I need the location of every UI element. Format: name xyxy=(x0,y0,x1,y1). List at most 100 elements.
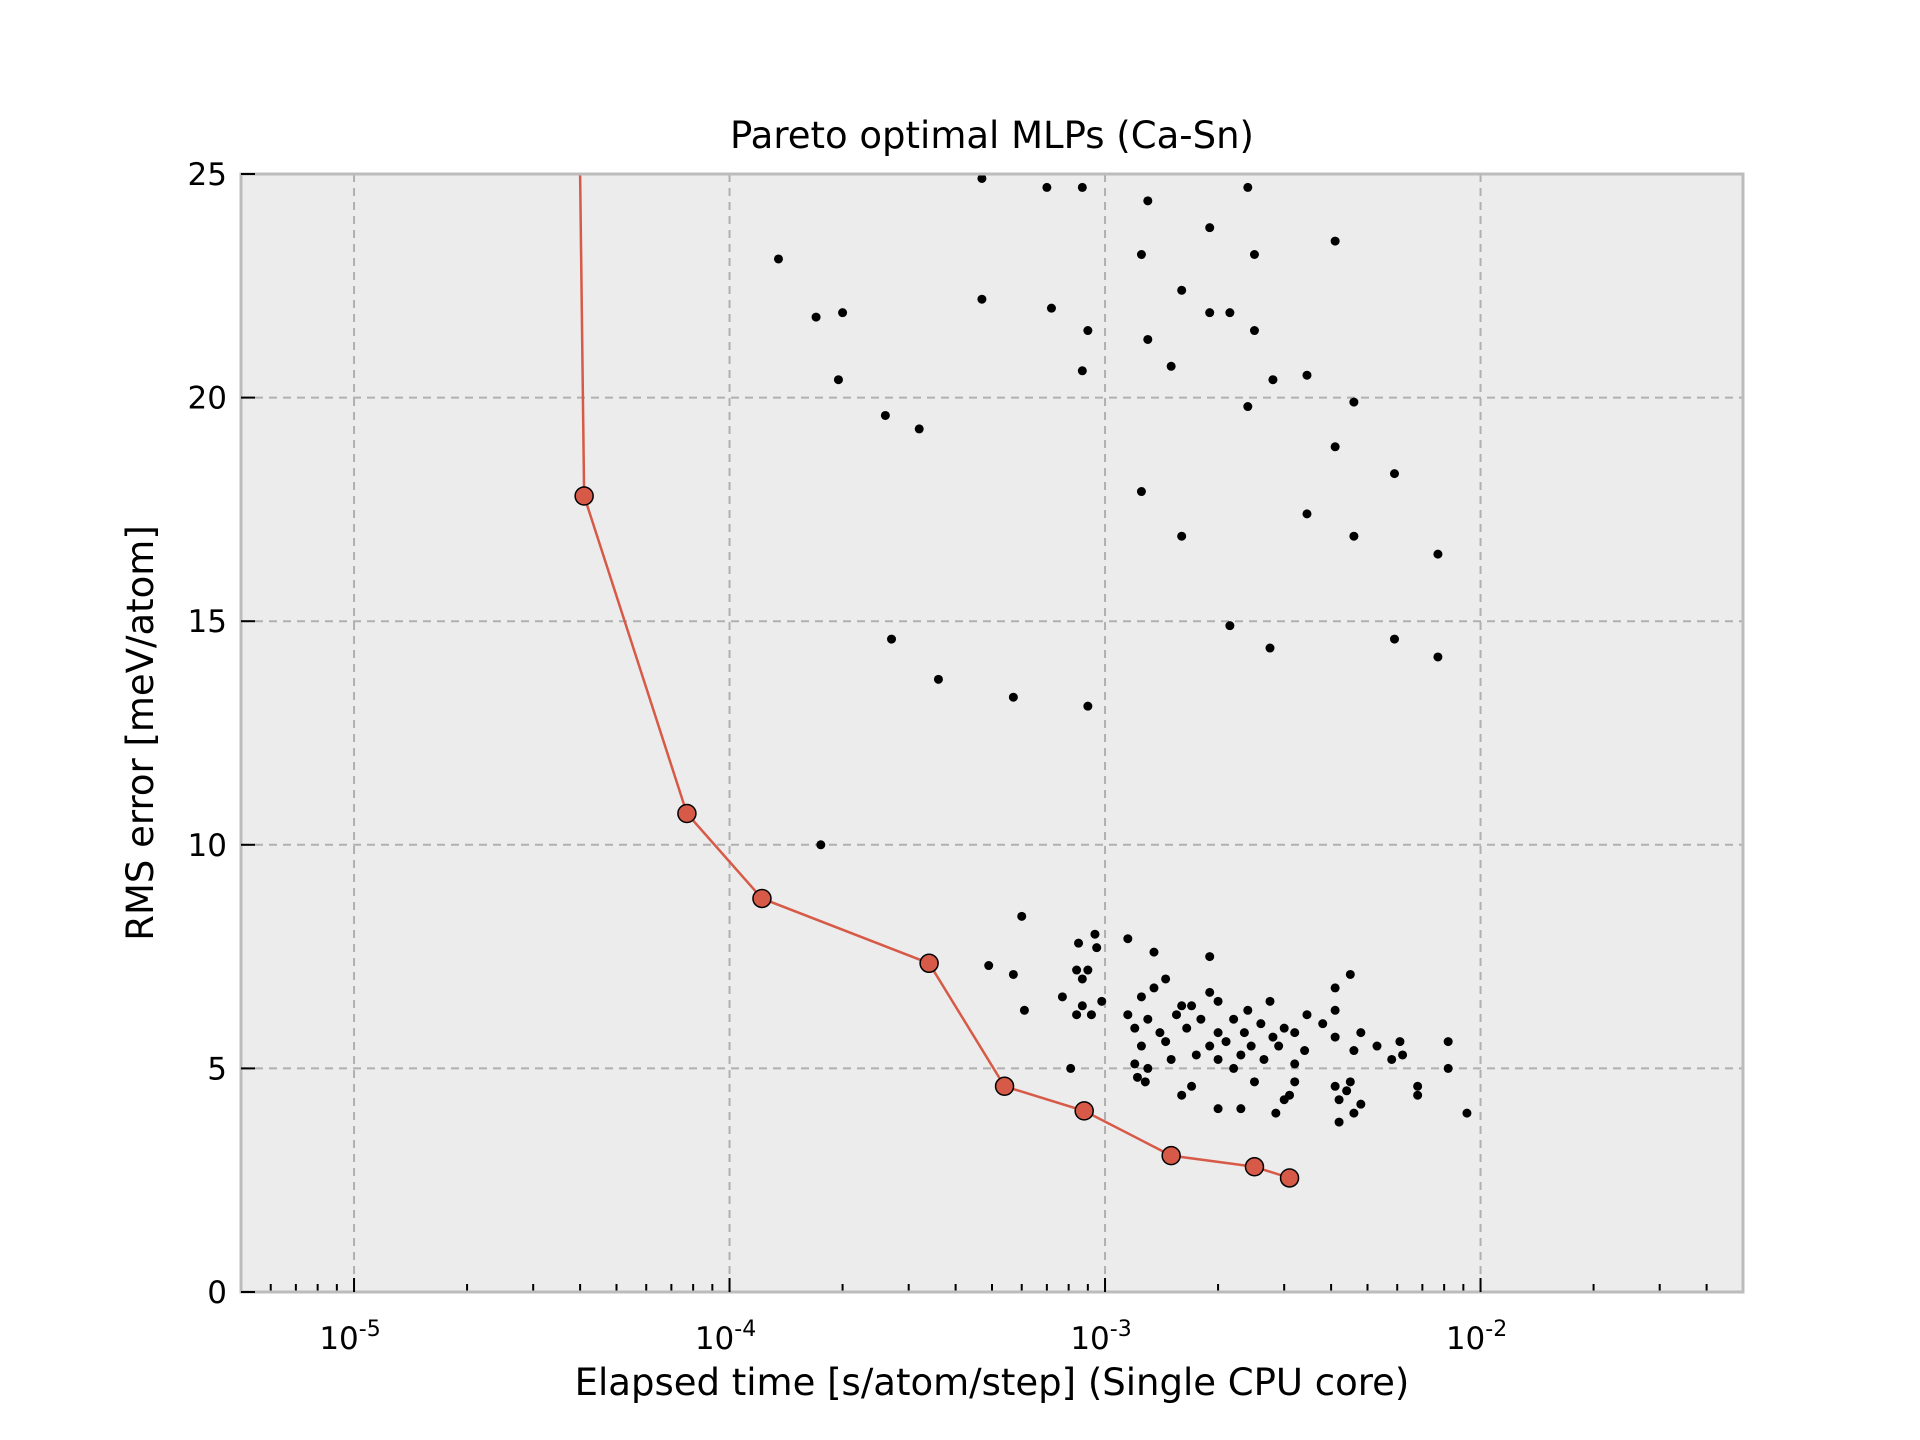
scatter-point xyxy=(1349,1046,1359,1056)
scatter-point xyxy=(1345,969,1355,979)
x-axis-label: Elapsed time [s/atom/step] (Single CPU c… xyxy=(575,1361,1410,1404)
scatter-point xyxy=(1356,1028,1366,1038)
scatter-point xyxy=(1274,1041,1284,1051)
scatter-point xyxy=(1349,531,1359,541)
scatter-point xyxy=(1161,1037,1171,1047)
x-tick-label: 10-5 xyxy=(319,1317,380,1357)
scatter-point xyxy=(1271,1108,1281,1118)
scatter-point xyxy=(1239,1028,1249,1038)
pareto-point xyxy=(994,1076,1015,1097)
scatter-point xyxy=(1443,1063,1453,1073)
scatter-point xyxy=(1136,992,1146,1002)
scatter-point xyxy=(1143,1014,1153,1024)
y-tick-label: 20 xyxy=(188,381,227,417)
scatter-point xyxy=(1330,442,1340,452)
scatter-point xyxy=(1213,1104,1223,1114)
scatter-point xyxy=(1090,929,1100,939)
grid-lines xyxy=(241,174,1743,1292)
x-tick-exponent: -3 xyxy=(1110,1317,1132,1342)
scatter-point xyxy=(1265,643,1275,653)
scatter-point xyxy=(1083,701,1093,711)
scatter-point xyxy=(1149,983,1159,993)
scatter-point xyxy=(1330,1005,1340,1015)
scatter-point xyxy=(1290,1028,1300,1038)
scatter-point xyxy=(1205,223,1215,233)
scatter-point xyxy=(933,674,943,684)
scatter-point xyxy=(1318,1019,1328,1029)
scatter-point xyxy=(1074,938,1084,948)
scatter-point xyxy=(1398,1050,1408,1060)
pareto-point xyxy=(1244,1157,1265,1177)
y-axis-label: RMS error [meV/atom] xyxy=(119,525,162,941)
scatter-point xyxy=(977,294,987,304)
x-tick-label: 10-4 xyxy=(695,1317,756,1357)
scatter-point xyxy=(1205,308,1215,318)
scatter-point xyxy=(1042,182,1052,192)
y-tick-label: 15 xyxy=(188,604,227,640)
scatter-point xyxy=(1136,487,1146,497)
scatter-point xyxy=(1123,1010,1133,1020)
scatter-point xyxy=(1395,1037,1405,1047)
scatter-point xyxy=(833,375,843,385)
scatter-point xyxy=(1259,1054,1269,1064)
scatter-point xyxy=(1213,1028,1223,1038)
scatter-point xyxy=(1196,1014,1206,1024)
y-tick-label: 25 xyxy=(188,157,227,193)
scatter-point xyxy=(1177,531,1187,541)
scatter-point xyxy=(1243,182,1253,192)
scatter-point xyxy=(1136,249,1146,259)
scatter-point xyxy=(1249,1077,1259,1087)
scatter-point xyxy=(1072,965,1082,975)
chart-title: Pareto optimal MLPs (Ca-Sn) xyxy=(730,114,1254,157)
y-tick-labels: 0 5 10 15 20 25 xyxy=(188,157,255,1311)
x-tick-exponent: -4 xyxy=(734,1317,756,1342)
scatter-point xyxy=(1132,1072,1142,1082)
scatter-point xyxy=(880,410,890,420)
plot-frame xyxy=(239,172,1745,1294)
scatter-point xyxy=(1389,634,1399,644)
scatter-point xyxy=(1302,1010,1312,1020)
scatter-point xyxy=(1249,326,1259,336)
scatter-point xyxy=(1330,983,1340,993)
scatter-point xyxy=(1143,334,1153,344)
scatter-point xyxy=(984,961,994,971)
scatter-point xyxy=(1177,285,1187,295)
x-tick-label: 10-2 xyxy=(1446,1317,1507,1357)
scatter-point xyxy=(1249,249,1259,259)
scatter-point xyxy=(1213,996,1223,1006)
scatter-point xyxy=(1155,1028,1165,1038)
y-tick-label: 10 xyxy=(188,828,227,864)
scatter-point xyxy=(1433,652,1443,662)
scatter-point xyxy=(1372,1041,1382,1051)
scatter-point xyxy=(1389,469,1399,479)
scatter-point xyxy=(1143,1063,1153,1073)
scatter-point xyxy=(1191,1050,1201,1060)
scatter-point xyxy=(816,840,826,850)
scatter-point xyxy=(1066,1063,1076,1073)
scatter-point xyxy=(1187,1081,1197,1091)
scatter-point xyxy=(1290,1059,1300,1069)
scatter-point xyxy=(1443,1037,1453,1047)
x-tick-label: 10-3 xyxy=(1070,1317,1131,1357)
scatter-point xyxy=(1123,934,1133,944)
scatter-point xyxy=(1177,1001,1187,1011)
scatter-points xyxy=(773,173,1472,1127)
scatter-point xyxy=(1221,1037,1231,1047)
scatter-point xyxy=(1143,196,1153,206)
scatter-point xyxy=(1008,969,1018,979)
scatter-point xyxy=(1290,1077,1300,1087)
plot-area-background xyxy=(241,174,1743,1292)
scatter-point xyxy=(1130,1059,1140,1069)
scatter-point xyxy=(1236,1104,1246,1114)
scatter-point xyxy=(1086,1010,1096,1020)
x-tick-exponent: -2 xyxy=(1485,1317,1507,1342)
scatter-point xyxy=(1330,1081,1340,1091)
scatter-point xyxy=(1342,1086,1352,1096)
scatter-point xyxy=(1243,1005,1253,1015)
scatter-point xyxy=(1387,1054,1397,1064)
pareto-point xyxy=(574,486,594,506)
scatter-point xyxy=(1229,1063,1239,1073)
scatter-point xyxy=(1300,1046,1310,1056)
scatter-point xyxy=(1334,1095,1344,1105)
